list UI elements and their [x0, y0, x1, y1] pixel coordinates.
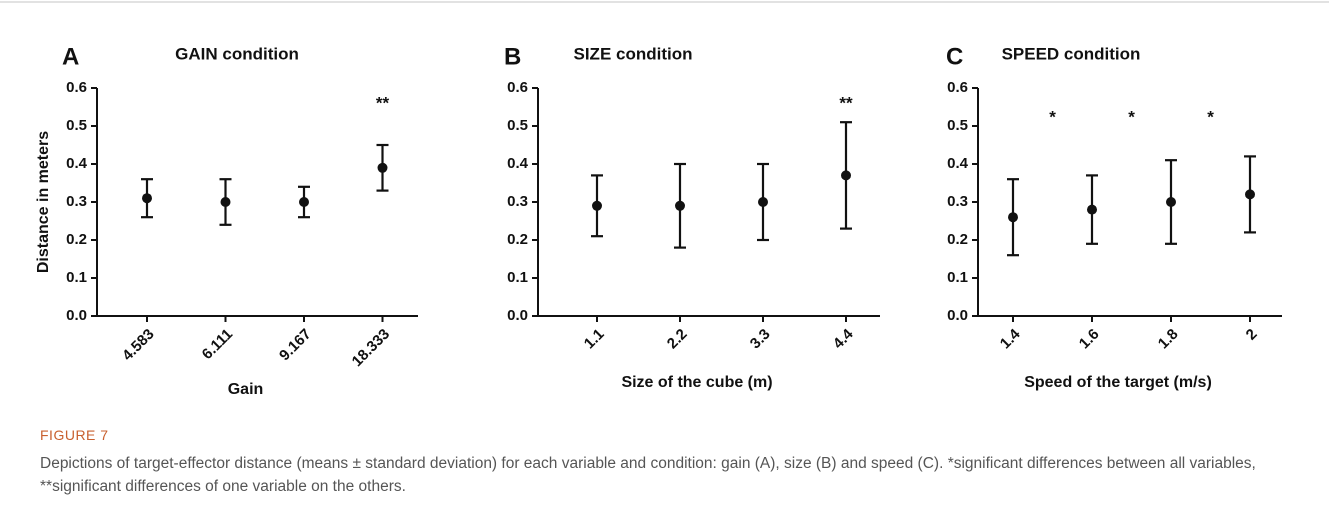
y-tick-label: 0.4	[507, 155, 529, 172]
mean-point	[758, 197, 768, 207]
significance-mark: **	[839, 93, 853, 112]
significance-mark: *	[1128, 107, 1135, 126]
y-tick-label: 0.1	[947, 269, 968, 286]
figure: A GAIN condition 0.0 0.1 0.2 0.3 0.4 0.5 0.6 4.58…	[0, 1, 1329, 398]
mean-point	[1166, 197, 1176, 207]
y-tick-label: 0.0	[66, 307, 87, 324]
x-tick-label: 9.167	[276, 326, 315, 365]
y-tick-label: 0.1	[507, 269, 528, 286]
mean-point	[1087, 204, 1097, 215]
significance-mark: *	[1207, 107, 1214, 126]
x-tick-label: 1.6	[1076, 326, 1103, 353]
mean-point	[299, 197, 309, 207]
mean-point	[1008, 212, 1018, 223]
x-tick-label: 4.4	[830, 325, 857, 352]
y-tick-label: 0.4	[947, 155, 969, 172]
x-tick-label: 1.4	[997, 325, 1024, 352]
y-tick-label: 0.5	[947, 117, 968, 134]
mean-point	[377, 162, 388, 173]
y-axis-label: Distance in meters	[35, 131, 52, 273]
significance-mark: **	[376, 93, 390, 112]
chart-title: SPEED condition	[1002, 44, 1141, 63]
mean-point	[675, 200, 685, 211]
x-tick-label: 6.111	[199, 326, 236, 363]
panel-label: B	[504, 43, 521, 70]
chart-title: GAIN condition	[175, 44, 299, 63]
x-axis-label: Size of the cube (m)	[621, 374, 772, 391]
y-tick-label: 0.0	[507, 307, 528, 324]
y-tick-label: 0.5	[66, 117, 87, 134]
y-tick-label: 0.4	[66, 155, 88, 172]
y-tick-label: 0.3	[507, 193, 528, 210]
mean-point	[1245, 189, 1255, 200]
x-axis-label: Gain	[228, 381, 264, 398]
y-tick-label: 0.6	[507, 79, 528, 96]
y-tick-label: 0.1	[66, 269, 87, 286]
x-axis-label: Speed of the target (m/s)	[1024, 374, 1212, 391]
x-tick-label: 2.2	[664, 326, 691, 353]
y-tick-label: 0.2	[66, 231, 87, 248]
chart-title: SIZE condition	[574, 44, 693, 63]
significance-mark: *	[1049, 107, 1056, 126]
x-tick-label: 2	[1243, 326, 1261, 344]
y-tick-label: 0.6	[947, 79, 968, 96]
x-tick-label: 1.1	[581, 326, 608, 353]
x-tick-label: 1.8	[1155, 326, 1182, 353]
y-tick-label: 0.2	[507, 231, 528, 248]
x-tick-label: 3.3	[747, 326, 774, 353]
figure-caption: Depictions of target-effector distance (…	[40, 455, 1256, 495]
y-tick-label: 0.5	[507, 117, 528, 134]
x-tick-label: 18.333	[349, 326, 393, 370]
y-tick-label: 0.3	[66, 193, 87, 210]
mean-point	[592, 200, 602, 211]
y-tick-label: 0.2	[947, 231, 968, 248]
figure-label: FIGURE 7	[40, 427, 109, 443]
x-tick-label: 4.583	[119, 326, 158, 365]
panel-label: C	[946, 43, 963, 70]
panel-label: A	[62, 43, 79, 70]
mean-point	[841, 170, 851, 181]
y-tick-label: 0.3	[947, 193, 968, 210]
mean-point	[220, 197, 231, 207]
mean-point	[142, 193, 152, 204]
y-tick-label: 0.0	[947, 307, 968, 324]
y-tick-label: 0.6	[66, 79, 87, 96]
